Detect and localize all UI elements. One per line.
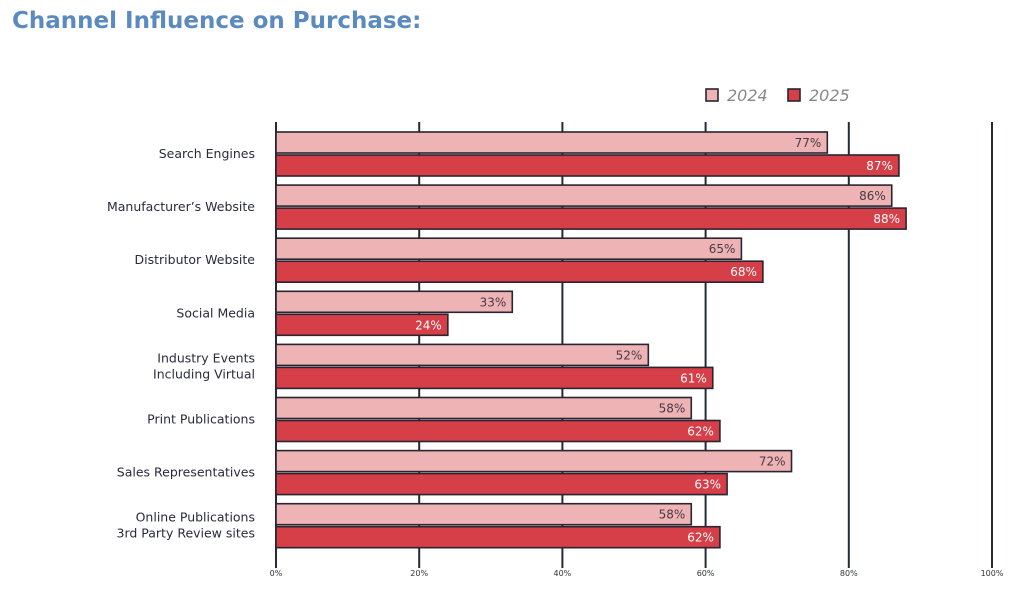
- category-label: Online Publications: [136, 510, 255, 525]
- x-tick-label: 40%: [554, 569, 572, 578]
- data-label: 33%: [480, 295, 507, 309]
- data-label: 65%: [709, 242, 736, 256]
- bar-2025: [275, 260, 764, 284]
- chart-title: Channel Influence on Purchase:: [12, 8, 422, 34]
- legend-swatch-2024: [705, 88, 719, 102]
- data-label: 72%: [759, 455, 786, 469]
- data-label: 77%: [795, 136, 822, 150]
- bar-2024: [275, 449, 793, 473]
- category-label: Distributor Website: [135, 252, 256, 267]
- data-label: 62%: [687, 425, 714, 439]
- bar-2024: [275, 343, 650, 367]
- category-label: Industry Events: [157, 350, 255, 365]
- data-label: 58%: [659, 508, 686, 522]
- bar-2025: [275, 207, 907, 230]
- data-label: 62%: [687, 531, 714, 545]
- x-tick-label: 80%: [840, 569, 858, 578]
- bar-2025: [275, 154, 900, 177]
- data-label: 58%: [659, 402, 686, 416]
- category-label: Including Virtual: [153, 366, 255, 381]
- data-label: 63%: [694, 478, 721, 492]
- bar-2024: [275, 237, 743, 260]
- bar-2025: [275, 419, 721, 443]
- bar-2024: [275, 184, 893, 207]
- x-tick-label: 0%: [270, 569, 283, 578]
- bar-2024: [275, 502, 693, 526]
- legend-label: 2024: [727, 86, 768, 105]
- data-label: 88%: [873, 212, 900, 226]
- legend-label: 2025: [809, 86, 850, 105]
- data-label: 52%: [616, 348, 643, 362]
- x-tick-label: 60%: [697, 569, 715, 578]
- category-label: Social Media: [176, 305, 255, 320]
- bar-2024: [275, 131, 829, 154]
- bar-2024: [275, 396, 693, 420]
- legend-swatch-2025: [787, 88, 801, 102]
- category-label: Sales Representatives: [117, 465, 255, 480]
- x-tick-label: 100%: [981, 569, 1004, 578]
- data-label: 86%: [859, 189, 886, 203]
- bar-2025: [275, 313, 449, 337]
- bar-2025: [275, 472, 728, 496]
- category-label: Search Engines: [159, 146, 255, 161]
- x-tick-label: 20%: [410, 569, 428, 578]
- data-label: 24%: [415, 318, 442, 332]
- bar-2024: [275, 290, 514, 314]
- category-label: Manufacturer’s Website: [107, 199, 255, 214]
- category-label: 3rd Party Review sites: [117, 526, 256, 541]
- data-label: 68%: [730, 265, 757, 279]
- data-label: 87%: [866, 159, 893, 173]
- bar-2025: [275, 525, 721, 549]
- bar-2025: [275, 366, 714, 390]
- category-label: Print Publications: [147, 412, 255, 427]
- data-label: 61%: [680, 371, 707, 385]
